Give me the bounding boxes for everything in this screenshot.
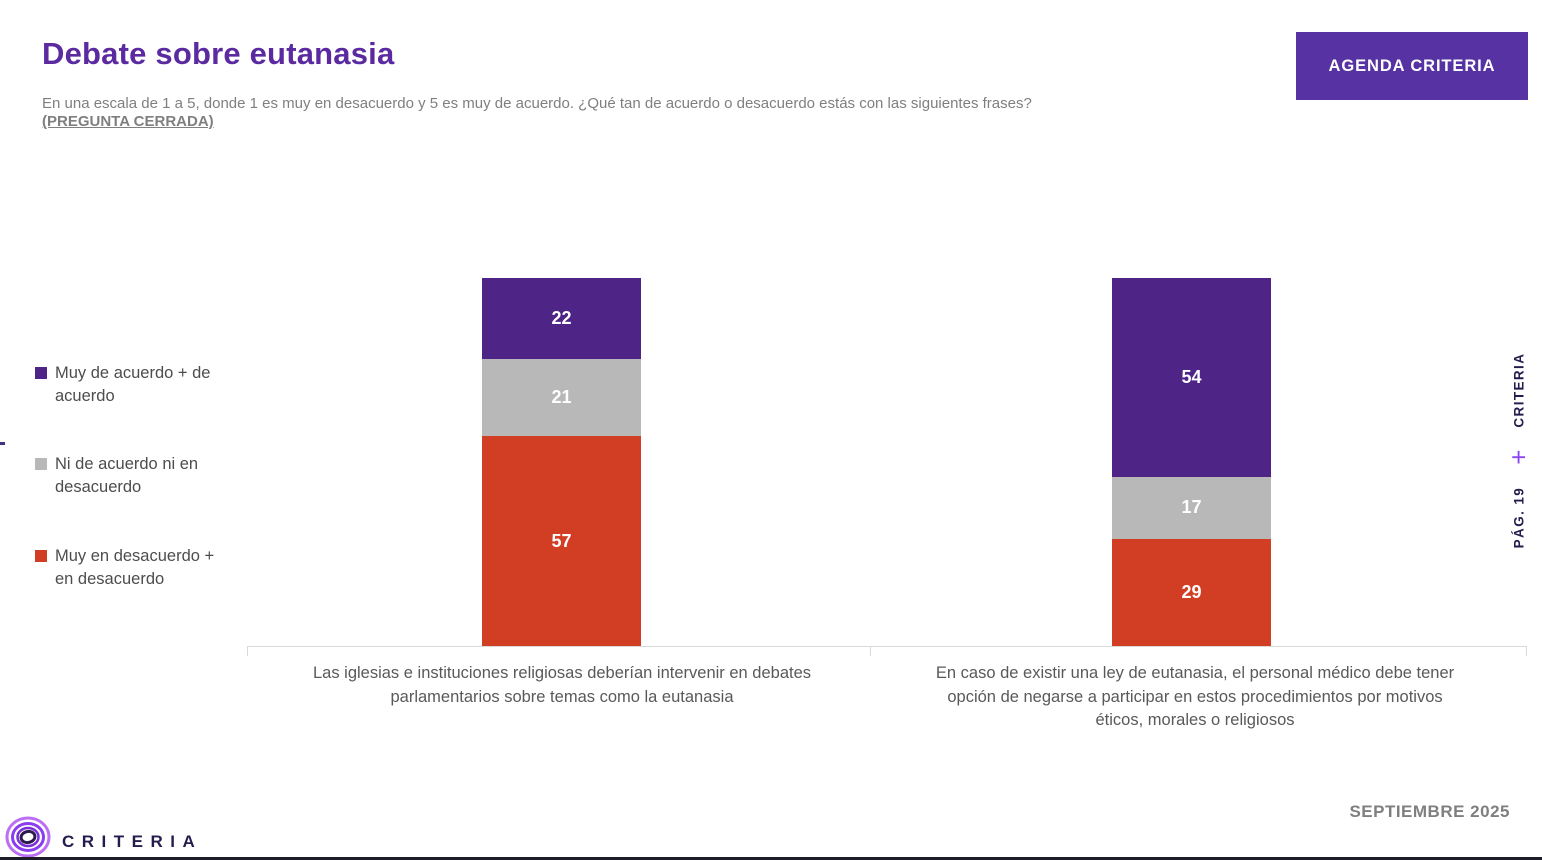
page-title: Debate sobre eutanasia [42,36,395,71]
bottom-edge-strip [0,857,1542,860]
x-axis-tick [1526,646,1527,656]
side-page-strip: PÁG. 19 + CRITERIA [1498,330,1540,570]
legend-item-disagree: Muy en desacuerdo + en desacuerdo [35,545,233,591]
category-label-churches: Las iglesias e instituciones religiosas … [312,664,812,706]
agenda-criteria-button[interactable]: AGENDA CRITERIA [1296,32,1528,100]
left-edge-mark [0,442,5,445]
x-axis-tick [870,646,871,656]
legend-item-agree: Muy de acuerdo + de acuerdo [35,362,233,408]
bar-value-label: 54 [1181,366,1202,387]
bar-segment: 21 [482,358,641,437]
legend-label: Muy de acuerdo + de acuerdo [55,364,211,405]
bar-segment: 29 [1112,539,1271,646]
legend-label: Ni de acuerdo ni en desacuerdo [55,455,199,496]
bar-value-label: 29 [1181,582,1202,603]
plus-icon: + [1503,449,1534,465]
legend-label: Muy en desacuerdo + en desacuerdo [55,547,215,588]
legend-swatch-agree [35,367,47,379]
side-brand: CRITERIA [1511,352,1527,428]
subtitle: En una escala de 1 a 5, donde 1 es muy e… [42,95,1277,131]
subtitle-question: En una escala de 1 a 5, donde 1 es muy e… [42,95,1032,112]
footer-date: SEPTIEMBRE 2025 [1349,802,1510,821]
stacked-bar-medical-staff: 54 17 29 [1112,278,1271,646]
bar-value-label: 21 [551,387,572,408]
bar-segment: 57 [482,436,641,646]
legend-item-neutral: Ni de acuerdo ni en desacuerdo [35,453,233,499]
criteria-logo-text: CRITERIA [62,832,203,851]
bar-segment: 54 [1112,278,1271,477]
bar-value-label: 22 [551,307,572,328]
side-page-number: PÁG. 19 [1511,486,1527,548]
category-label-medical-staff: En caso de existir una ley de eutanasia,… [935,664,1455,729]
stacked-bar-churches: 22 21 57 [482,278,641,646]
x-axis-tick [247,646,248,656]
bar-segment: 22 [482,278,641,359]
legend-swatch-neutral [35,458,47,470]
bar-value-label: 57 [551,530,572,551]
legend-swatch-disagree [35,550,47,562]
criteria-logo-icon [5,816,51,858]
bar-segment: 17 [1112,476,1271,540]
bar-value-label: 17 [1181,497,1202,518]
x-axis-line [247,646,1527,647]
subtitle-closed-question-tag: (PREGUNTA CERRADA) [42,113,214,130]
